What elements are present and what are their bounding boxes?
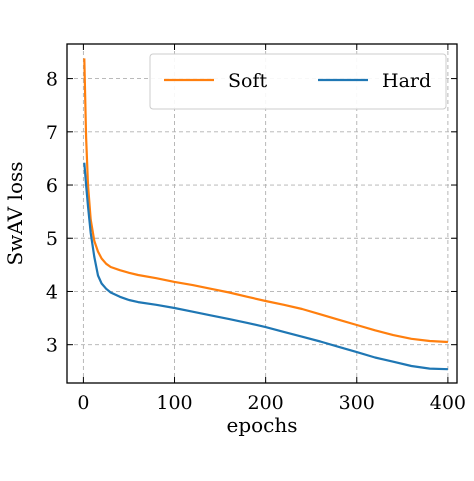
- y-tick-label: 4: [46, 281, 58, 303]
- x-axis-label: epochs: [226, 413, 297, 437]
- y-tick-label: 6: [46, 175, 58, 197]
- legend-label-hard: Hard: [382, 70, 431, 92]
- legend: Soft Hard: [149, 53, 447, 110]
- y-axis-label: SwAV loss: [3, 161, 27, 265]
- x-tick-label: 0: [77, 392, 89, 414]
- x-tick-label: 200: [248, 392, 284, 414]
- y-tick-label: 7: [46, 122, 58, 144]
- x-tick-label: 400: [430, 392, 466, 414]
- y-tick-label: 3: [46, 335, 58, 357]
- y-tick-label: 5: [46, 228, 58, 250]
- legend-box: [149, 53, 447, 110]
- series-line-soft: [83, 58, 448, 344]
- y-tick-label: 8: [46, 69, 58, 91]
- x-tick-label: 300: [339, 392, 375, 414]
- x-tick-label: 100: [156, 392, 192, 414]
- axis-ticks: 0 100 200 300 400 3 4 5 6 7 8: [46, 44, 466, 414]
- series-line-hard: [83, 162, 448, 371]
- series-lines: [83, 58, 448, 371]
- legend-label-soft: Soft: [228, 70, 267, 92]
- plot-frame: [66, 43, 458, 384]
